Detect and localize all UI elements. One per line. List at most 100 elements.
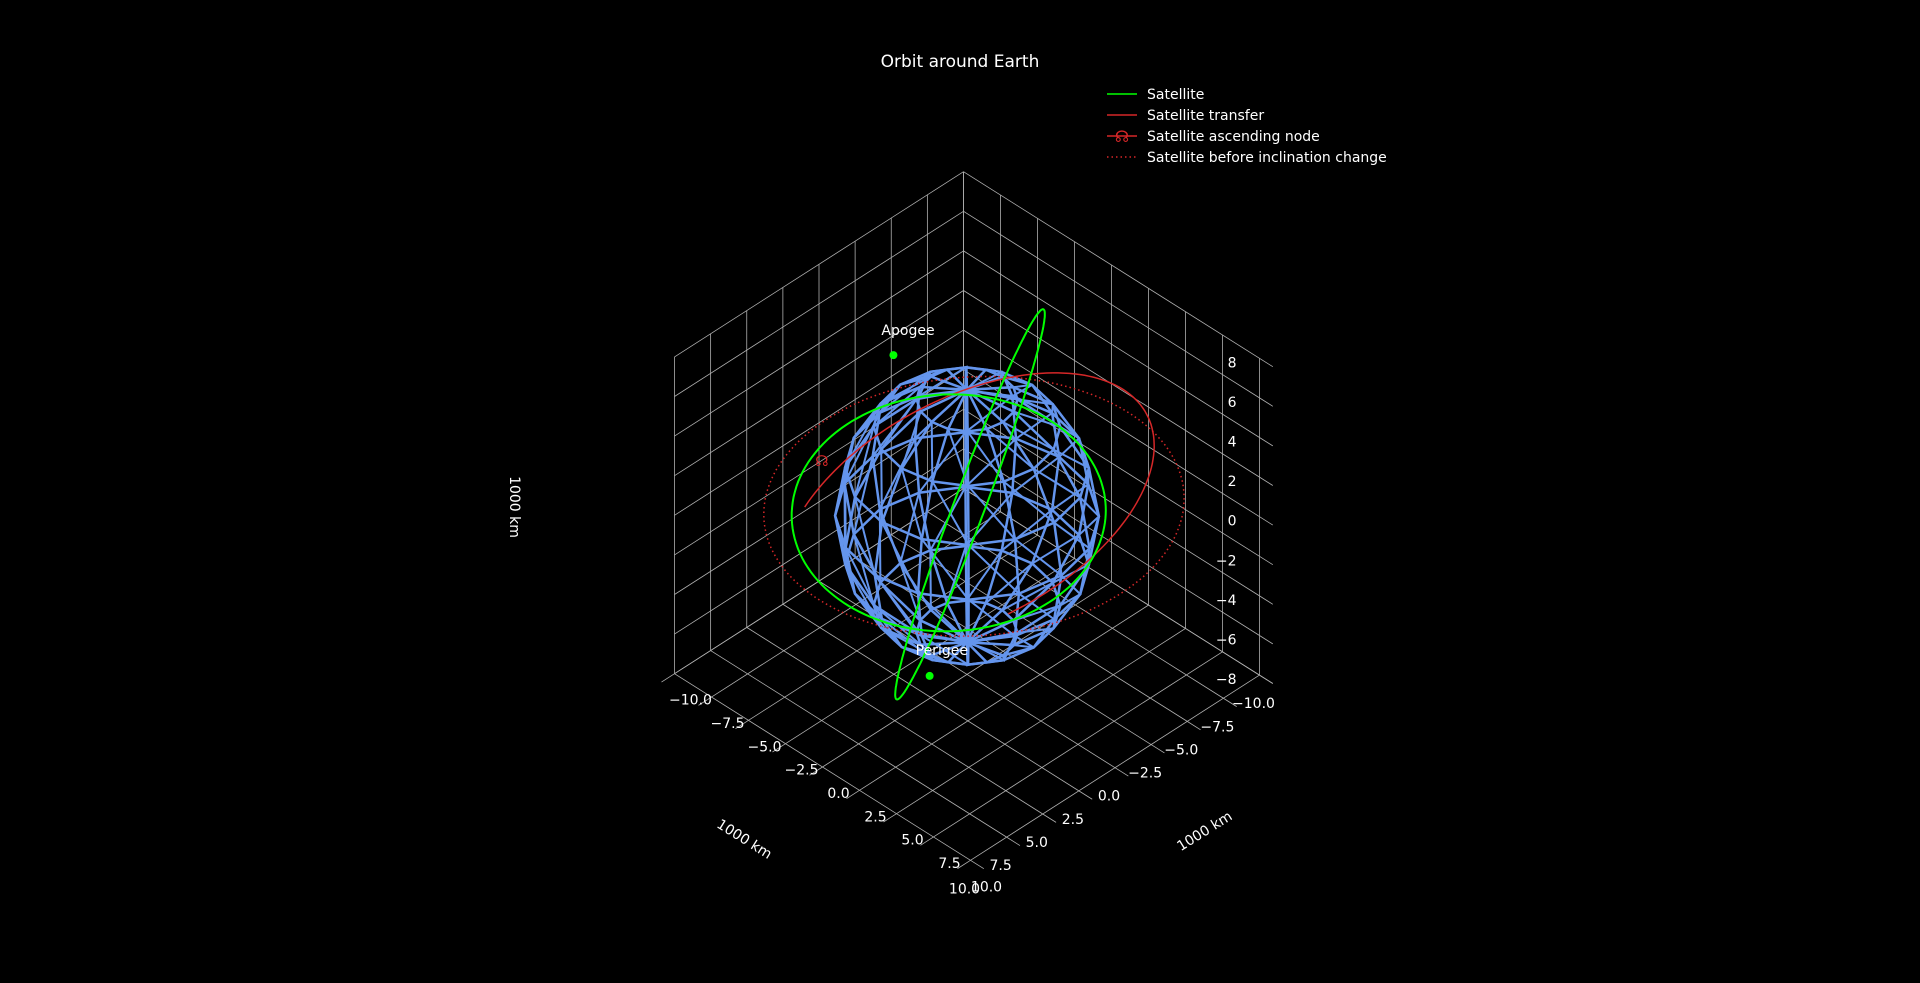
legend: Satellite Satellite transfer ☊ Satellite…	[1107, 87, 1387, 166]
wall-grid-line	[674, 290, 964, 477]
x-tick-label: −2.5	[1128, 766, 1162, 782]
floor-grid-line	[822, 581, 1112, 768]
satellite-orbit-inner	[790, 393, 1107, 633]
x-tick-label: 10.0	[949, 881, 980, 897]
earth-facet-edge	[900, 388, 1035, 649]
perigee-label: Perigee	[916, 643, 968, 659]
earth-wireframe	[833, 365, 1101, 667]
y-tick-label: −7.5	[711, 716, 745, 732]
earth-facet-edge	[930, 388, 1056, 644]
y-tick-mark	[809, 766, 823, 776]
before-inclination-orbit	[763, 375, 1185, 637]
earth-facet-edge	[880, 388, 1005, 662]
y-tick-label: 7.5	[938, 856, 960, 872]
z-tick-label: 2	[1228, 474, 1237, 490]
y-tick-mark	[698, 696, 712, 706]
transfer-orbit	[804, 372, 1155, 615]
y-tick-label: −2.5	[785, 763, 819, 779]
z-tick-label: 6	[1228, 395, 1237, 411]
z-tick-mark	[1259, 397, 1274, 407]
y-tick-mark	[661, 673, 675, 683]
wall-grid-line	[963, 488, 1260, 676]
chart-title: Orbit around Earth	[881, 52, 1040, 72]
x-axis-label: 1000 km	[714, 816, 775, 862]
legend-label-ascending-node: Satellite ascending node	[1147, 129, 1320, 145]
wall-grid-line	[963, 210, 1260, 399]
y-tick-label: −10.0	[669, 693, 712, 709]
legend-label-transfer: Satellite transfer	[1147, 108, 1264, 124]
x-tick-mark	[1187, 721, 1201, 731]
floor-grid-line	[896, 628, 1186, 814]
earth-facet-edge	[946, 388, 1081, 643]
floor-grid-line	[970, 674, 1260, 861]
z-tick-mark	[1259, 635, 1274, 645]
x-tick-label: 0.0	[1098, 789, 1120, 805]
z-tick-mark	[1259, 437, 1274, 447]
ascending-node-icon: ☊	[815, 452, 828, 470]
wall-grid-line	[674, 210, 964, 397]
y-tick-label: 10.0	[971, 879, 1002, 895]
z-tick-label: −6	[1216, 633, 1237, 649]
z-tick-mark	[1259, 357, 1274, 368]
apogee-label: Apogee	[881, 323, 934, 339]
floor-grid-line	[710, 650, 1007, 838]
y-tick-mark	[772, 743, 786, 753]
wall-grid-line	[674, 448, 964, 635]
legend-label-satellite: Satellite	[1147, 87, 1204, 103]
x-tick-mark	[1042, 813, 1057, 823]
wall-grid-line	[963, 250, 1260, 438]
satellite-orbit	[894, 308, 1046, 701]
wall-grid-line	[674, 250, 964, 437]
z-tick-mark	[1259, 476, 1274, 486]
y-tick-label: 2.5	[864, 809, 886, 825]
y-axis-label: 1000 km	[1174, 808, 1235, 854]
z-tick-mark	[1259, 516, 1274, 526]
z-tick-mark	[1259, 555, 1274, 566]
x-tick-label: −10.0	[1232, 696, 1275, 712]
earth-facet-edge	[878, 370, 1004, 644]
earth-facet-edge	[966, 389, 1101, 643]
x-tick-label: 5.0	[1026, 835, 1048, 851]
ascending-node-icon: ☊	[1115, 127, 1129, 146]
y-tick-label: −5.0	[748, 739, 782, 755]
x-tick-mark	[1223, 697, 1237, 707]
z-tick-label: 4	[1228, 435, 1237, 451]
y-tick-label: 5.0	[901, 833, 923, 849]
x-tick-label: −5.0	[1164, 742, 1198, 758]
y-tick-label: 0.0	[827, 786, 849, 802]
z-tick-label: −2	[1216, 553, 1237, 569]
floor-grid-line	[746, 627, 1043, 815]
wall-grid-line	[963, 171, 1260, 359]
floor-grid-line	[859, 604, 1149, 791]
x-tick-label: 2.5	[1062, 812, 1084, 828]
tick-labels: 10.07.55.02.50.0−2.5−5.0−7.5−10.010.07.5…	[669, 355, 1275, 897]
y-tick-mark	[846, 789, 860, 799]
perigee-marker	[925, 671, 934, 680]
z-tick-label: −4	[1216, 593, 1237, 609]
z-tick-label: −8	[1216, 672, 1237, 688]
x-tick-mark	[1006, 836, 1021, 846]
earth-facet-edge	[947, 389, 1082, 644]
x-tick-mark	[1150, 744, 1165, 754]
z-tick-label: 0	[1228, 514, 1237, 530]
y-tick-mark	[735, 720, 749, 730]
z-tick-mark	[1259, 674, 1274, 684]
y-tick-mark	[920, 836, 934, 846]
earth-facet-edge	[929, 388, 1054, 644]
apogee-marker	[889, 351, 898, 360]
z-axis-label: 1000 km	[506, 476, 522, 538]
orbit-layer	[763, 308, 1185, 701]
floor-grid-line	[933, 651, 1223, 838]
y-tick-mark	[957, 859, 971, 869]
x-tick-mark	[970, 859, 985, 870]
x-tick-label: −7.5	[1200, 719, 1234, 735]
x-tick-mark	[1078, 790, 1093, 800]
earth-facet-edge	[899, 383, 1033, 644]
earth-facet-edge	[834, 368, 968, 664]
wall-grid-line	[674, 329, 964, 516]
earth-facet-edge	[966, 389, 1091, 644]
wall-grid-line	[674, 171, 964, 358]
legend-label-before-inclination: Satellite before inclination change	[1147, 150, 1387, 166]
annotations: ☊ Apogee Perigee	[815, 323, 968, 680]
